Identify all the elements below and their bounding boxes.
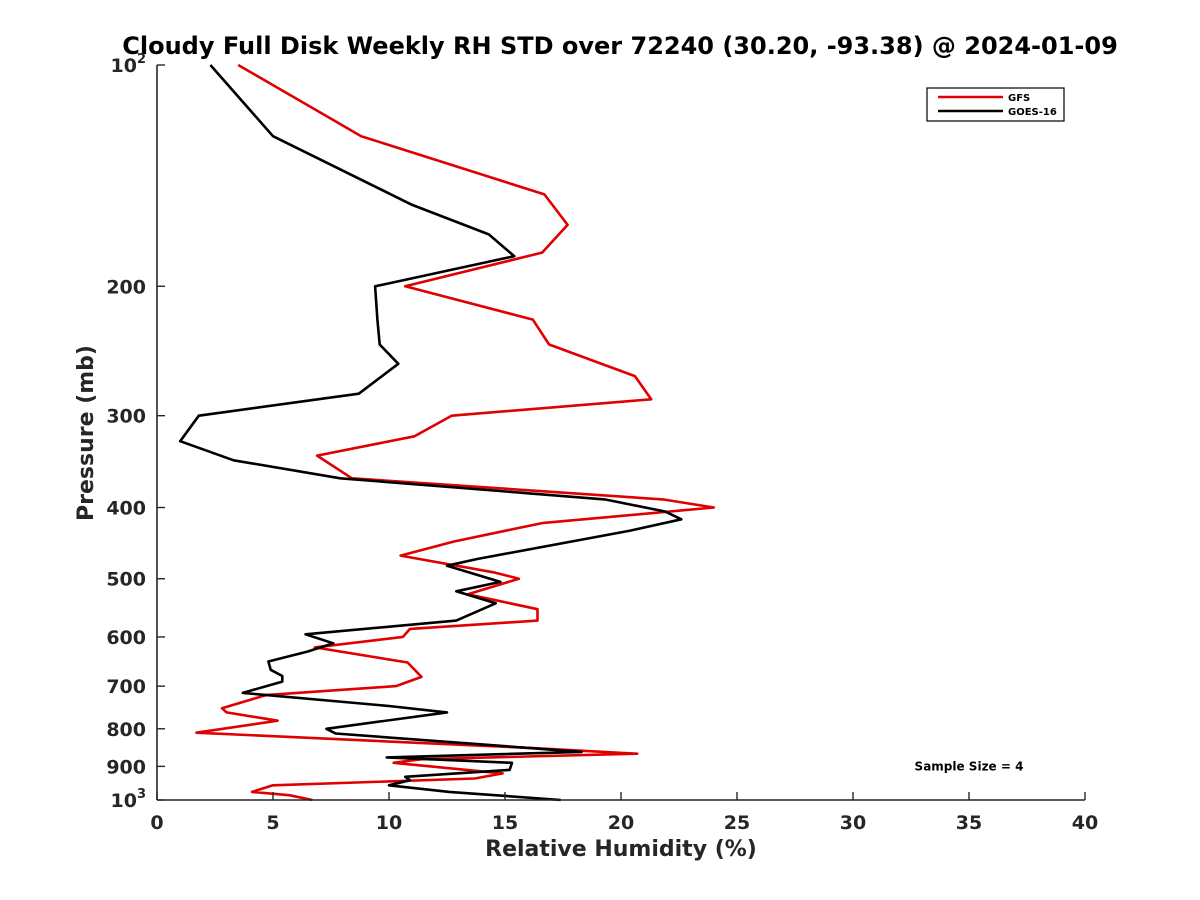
series-line-goes16 — [178, 64, 683, 802]
x-tick-label: 0 — [150, 812, 163, 834]
y-tick-label: 800 — [106, 719, 146, 741]
sample-size-annotation: Sample Size = 4 — [915, 759, 1024, 773]
y-tick-label: 900 — [106, 756, 146, 778]
x-tick-label: 30 — [840, 812, 866, 834]
x-tick-label: 25 — [724, 812, 750, 834]
legend-label-goes16: GOES-16 — [1008, 107, 1057, 118]
legend-box — [926, 87, 1065, 122]
y-tick-label-exponent: 3 — [137, 787, 146, 802]
x-tick-label: 5 — [266, 812, 279, 834]
y-tick-label: 200 — [106, 276, 146, 298]
y-tick-label-base: 10 — [111, 790, 137, 812]
y-tick-label-base: 10 — [111, 55, 137, 77]
legend-label-gfs: GFS — [1008, 93, 1030, 104]
y-tick-label: 103 — [111, 787, 147, 812]
y-tick-label: 400 — [106, 498, 146, 520]
series-layer — [178, 63, 716, 802]
chart-title: Cloudy Full Disk Weekly RH STD over 7224… — [122, 32, 1118, 60]
y-tick-label: 700 — [106, 676, 146, 698]
x-axis-ticks: 0 5 10 15 20 25 30 35 40 — [150, 792, 1098, 834]
x-tick-label: 15 — [492, 812, 518, 834]
y-tick-label: 500 — [106, 569, 146, 591]
y-tick-label: 102 — [111, 52, 147, 77]
x-tick-label: 35 — [956, 812, 982, 834]
y-tick-label: 300 — [106, 406, 146, 428]
x-tick-label: 40 — [1072, 812, 1098, 834]
y-tick-label-exponent: 2 — [137, 52, 146, 67]
y-axis-label: Pressure (mb) — [74, 345, 99, 521]
x-tick-label: 10 — [376, 812, 402, 834]
x-axis-label: Relative Humidity (%) — [485, 837, 757, 862]
y-tick-label: 600 — [106, 627, 146, 649]
legend: GFS GOES-16 — [926, 87, 1065, 122]
series-line-gfs — [195, 63, 716, 802]
x-tick-label: 20 — [608, 812, 634, 834]
